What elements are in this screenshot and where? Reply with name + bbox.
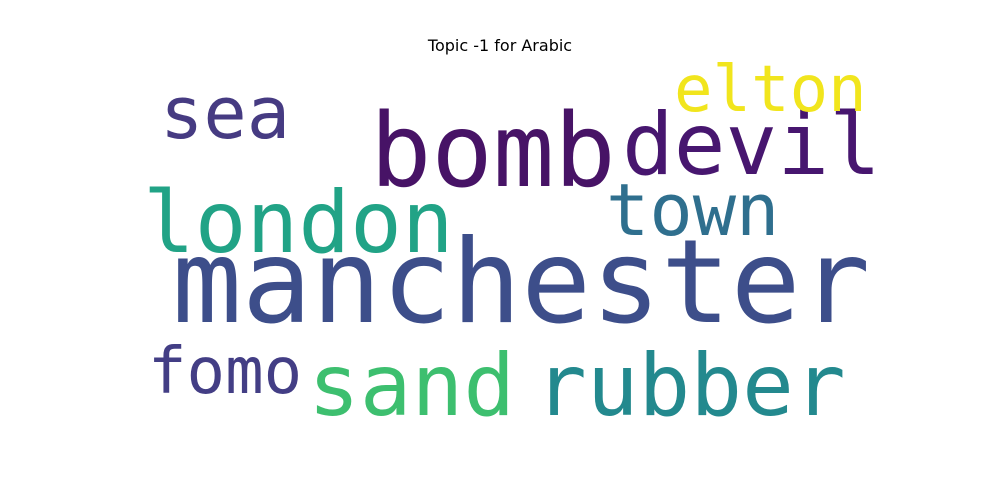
word-rubber: rubber	[535, 336, 846, 436]
word-elton: elton	[674, 53, 867, 127]
word-devil: devil	[622, 95, 881, 195]
word-sand: sand	[308, 336, 515, 436]
word-town: town	[606, 168, 779, 252]
chart-title: Topic -1 for Arabic	[427, 36, 573, 55]
word-bomb: bomb	[370, 92, 616, 211]
word-london: london	[143, 173, 454, 273]
word-fomo: fomo	[148, 335, 302, 409]
word-manchester: manchester	[172, 215, 870, 350]
word-sea: sea	[160, 71, 290, 155]
